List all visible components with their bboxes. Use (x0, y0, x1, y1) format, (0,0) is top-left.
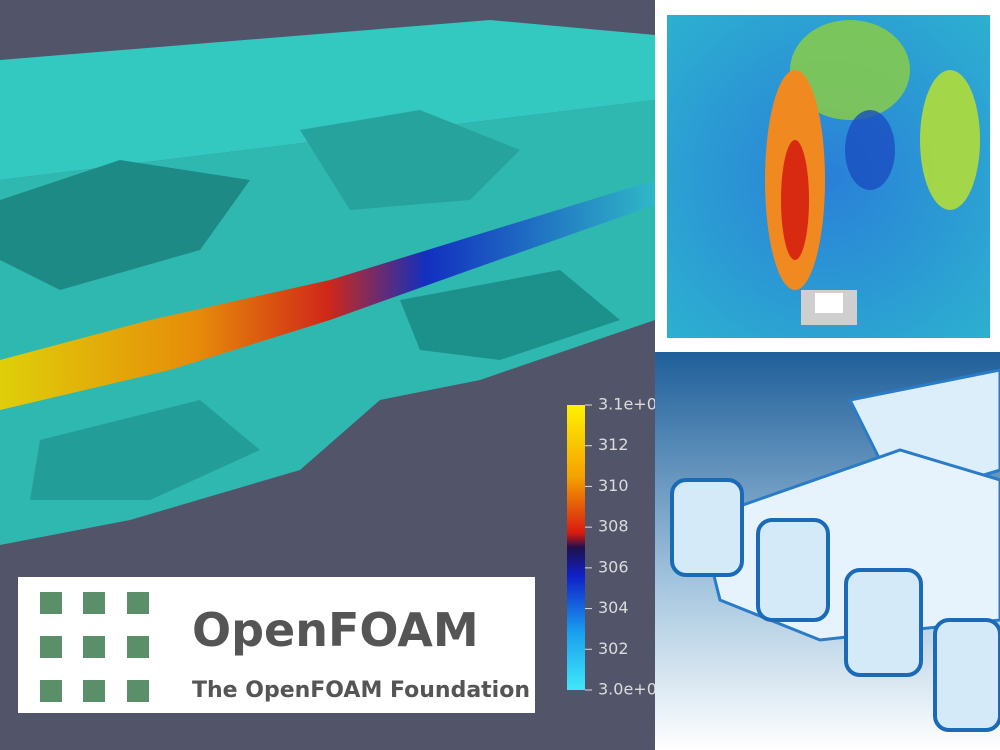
heat-blob (920, 70, 980, 210)
streak (0, 180, 655, 410)
colorbar-label: 310 (598, 476, 629, 495)
heat-blob (845, 110, 895, 190)
mesh-facet (0, 160, 250, 290)
heat-blob (790, 20, 910, 120)
colorbar-label: 308 (598, 517, 629, 536)
mesh-facet (300, 110, 520, 210)
logo-subtitle: The OpenFOAM Foundation (192, 678, 530, 703)
heat-blob (781, 140, 809, 260)
mesh-facet (400, 270, 620, 360)
colorbar-label: 306 (598, 557, 629, 576)
mesh-facet (30, 400, 260, 500)
colorbar-label: 302 (598, 639, 629, 658)
colorbar-label: 304 (598, 598, 629, 617)
obstacle-cavity (815, 293, 843, 313)
colorbar-label: 3.1e+0 (598, 395, 657, 414)
logo-title: OpenFOAM (192, 603, 479, 657)
colorbar-label: 312 (598, 435, 629, 454)
colorbar-labels: 3.1e+0 312 310 308 306 304 302 3.0e+0 (585, 395, 657, 699)
mesh-flanges (670, 478, 1000, 732)
logo-grid (40, 592, 149, 702)
colorbar (567, 405, 585, 690)
mesh-top (0, 20, 655, 180)
colorbar-label: 3.0e+0 (598, 680, 657, 699)
